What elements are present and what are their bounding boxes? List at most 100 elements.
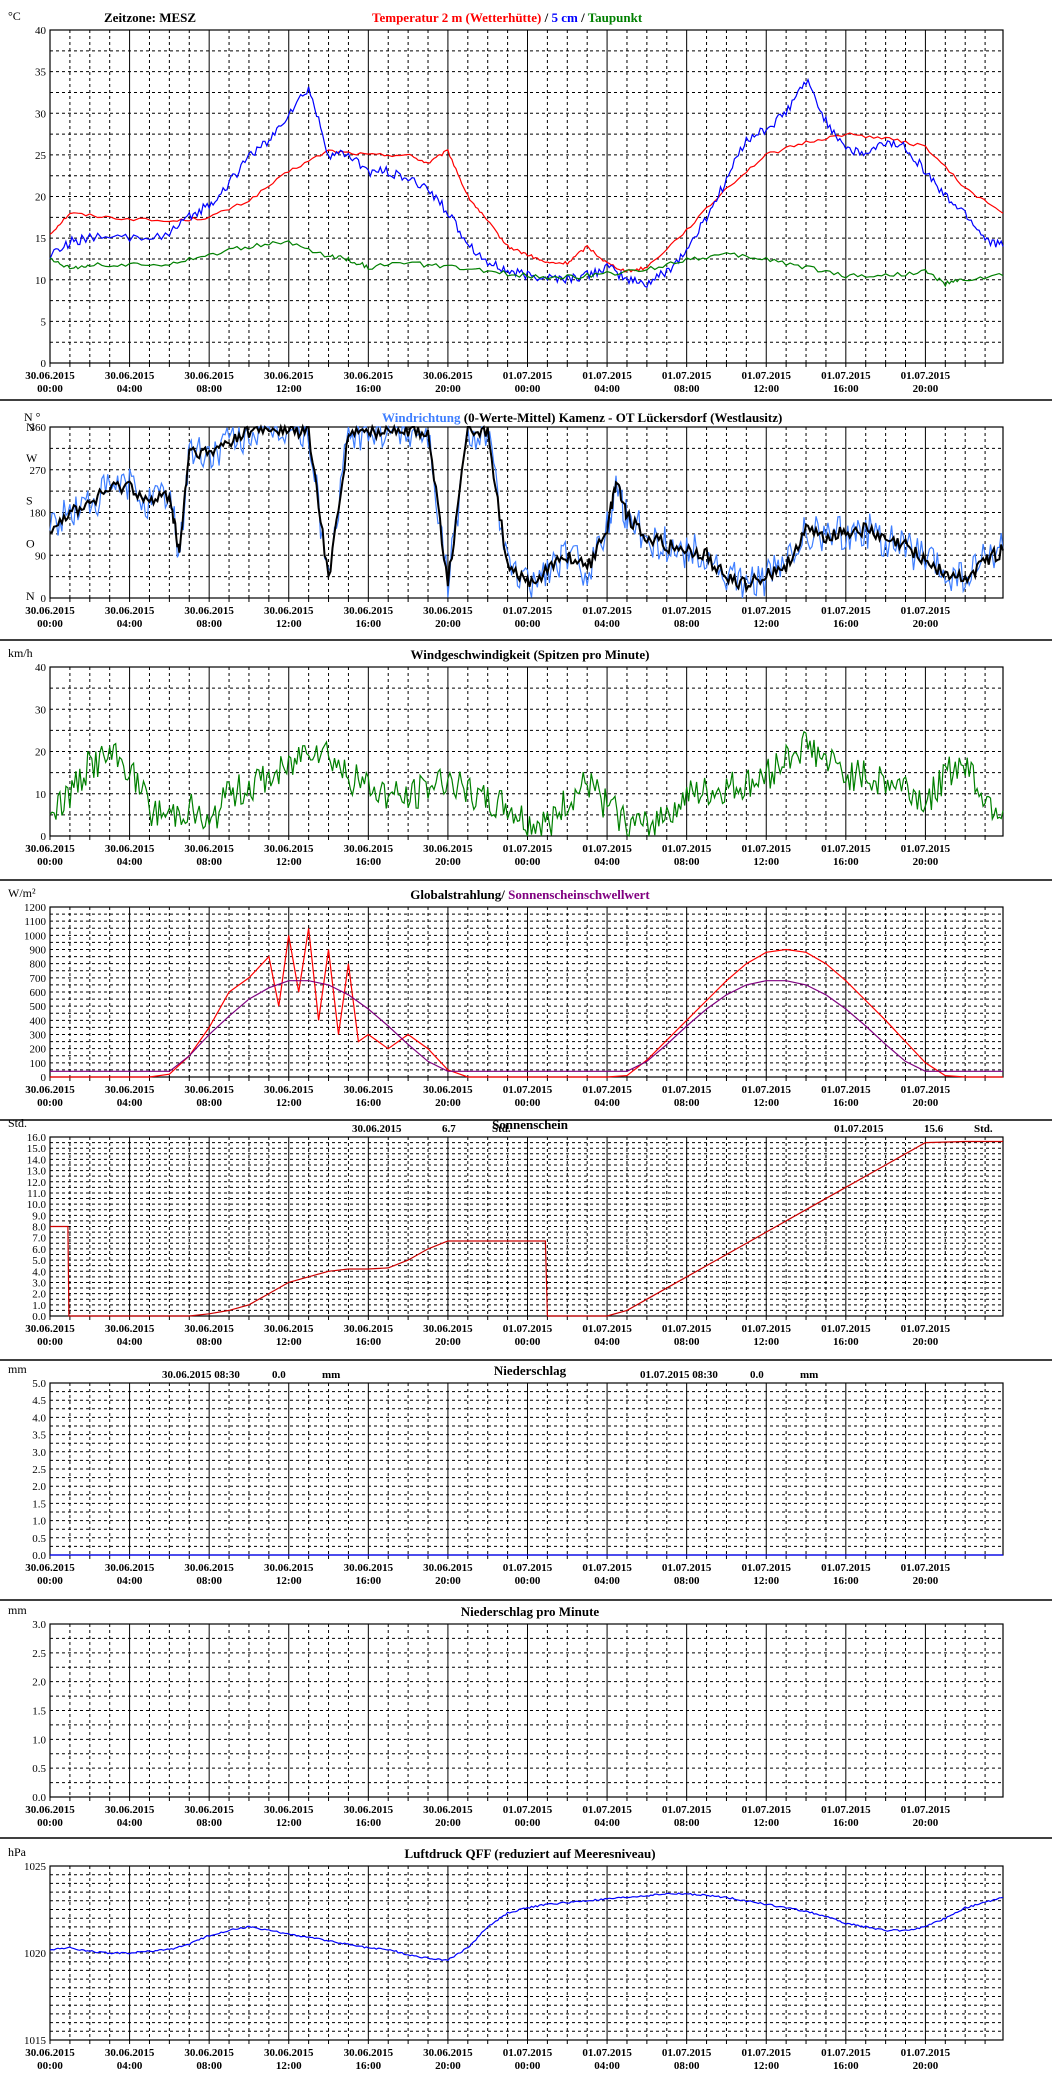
x-tick-date: 01.07.2015 [741,1323,791,1335]
x-tick-date: 01.07.2015 [503,1562,553,1574]
series-line-radiation-1 [50,980,1003,1072]
x-tick-time: 20:00 [435,856,461,868]
y-tick-label: 900 [30,945,47,957]
x-tick-date: 30.06.2015 [264,370,314,382]
x-tick-time: 00:00 [37,1817,63,1829]
x-tick-date: 30.06.2015 [184,605,234,617]
x-tick-date: 01.07.2015 [503,605,553,617]
y-tick-label: 400 [30,1015,47,1027]
series-line-temp-0 [49,132,1004,273]
x-tick-time: 16:00 [833,618,859,630]
x-tick-date: 01.07.2015 [662,1804,712,1816]
y-tick-label: 1.0 [32,1734,46,1746]
y-tick-label: 4.0 [32,1266,46,1278]
x-tick-date: 30.06.2015 [344,1804,394,1816]
x-tick-time: 16:00 [833,383,859,395]
y-tick-label: 1.0 [32,1516,46,1528]
x-tick-time: 12:00 [753,1575,779,1587]
y-tick-label: 1.0 [32,1300,46,1312]
y-tick-label: 0 [41,831,47,843]
x-tick-time: 20:00 [913,1336,939,1348]
x-tick-time: 12:00 [753,618,779,630]
chart-panel-sunshine: 0.01.02.03.04.05.06.07.08.09.010.011.012… [0,1116,1052,1361]
x-tick-date: 01.07.2015 [821,2047,871,2059]
y-tick-label: 1.5 [32,1706,46,1718]
chart-title-part: Windgeschwindigkeit (Spitzen pro Minute) [411,647,650,662]
x-tick-time: 16:00 [833,1817,859,1829]
x-tick-date: 30.06.2015 [423,1323,473,1335]
y-tick-label: 9.0 [32,1210,46,1222]
x-tick-time: 04:00 [117,618,143,630]
x-tick-date: 01.07.2015 [582,605,632,617]
series-line-temp-2 [49,240,1004,288]
x-tick-time: 16:00 [355,618,381,630]
y-tick-label: 15 [35,233,47,245]
x-tick-date: 01.07.2015 [821,1323,871,1335]
x-tick-date: 30.06.2015 [184,1323,234,1335]
y-tick-label: 16.0 [27,1132,47,1144]
x-tick-date: 30.06.2015 [105,1804,155,1816]
stat-text: mm [322,1369,340,1381]
x-tick-time: 12:00 [753,1097,779,1109]
x-tick-time: 04:00 [117,856,143,868]
x-tick-time: 12:00 [276,383,302,395]
y-tick-label: 40 [35,25,47,37]
x-tick-time: 04:00 [117,2060,143,2072]
y-tick-label: 0.5 [32,1533,46,1545]
chart-title-part: 5 cm [551,10,578,25]
stat-text: mm [800,1369,818,1381]
x-tick-time: 04:00 [117,1097,143,1109]
y-tick-label: 7.0 [32,1233,46,1245]
x-tick-time: 16:00 [355,383,381,395]
y-tick-label: 2.0 [32,1289,46,1301]
x-tick-time: 00:00 [515,1097,541,1109]
x-tick-date: 01.07.2015 [662,370,712,382]
x-tick-time: 08:00 [196,1817,222,1829]
chart-title: Sonnenschein [492,1117,569,1132]
x-tick-time: 00:00 [37,1336,63,1348]
y-unit-label: W/m² [8,886,36,900]
x-tick-time: 16:00 [355,1097,381,1109]
x-tick-time: 12:00 [753,2060,779,2072]
y-unit-label: Std. [8,1116,27,1130]
x-tick-date: 30.06.2015 [344,370,394,382]
x-tick-time: 20:00 [913,1097,939,1109]
x-tick-date: 30.06.2015 [264,1804,314,1816]
y-tick-label: 0 [41,358,47,370]
x-tick-date: 30.06.2015 [25,370,75,382]
y-tick-label: 2.5 [32,1464,46,1476]
x-tick-date: 01.07.2015 [503,843,553,855]
y-tick-label: 8.0 [32,1222,46,1234]
y-tick-label: 1100 [24,916,46,928]
x-tick-date: 30.06.2015 [105,1562,155,1574]
x-tick-date: 01.07.2015 [582,1804,632,1816]
x-tick-time: 20:00 [435,618,461,630]
chart-title-part: Niederschlag pro Minute [461,1604,600,1619]
x-tick-date: 30.06.2015 [423,370,473,382]
x-tick-date: 01.07.2015 [582,370,632,382]
y-tick-label: 800 [30,959,47,971]
x-tick-time: 00:00 [515,618,541,630]
stat-text: 0.0 [272,1369,286,1381]
x-tick-date: 30.06.2015 [105,1323,155,1335]
x-tick-date: 30.06.2015 [184,370,234,382]
y-tick-label: 3.0 [32,1619,46,1631]
x-tick-time: 16:00 [833,856,859,868]
x-tick-date: 01.07.2015 [821,370,871,382]
x-tick-date: 30.06.2015 [344,1323,394,1335]
x-tick-date: 30.06.2015 [264,2047,314,2059]
x-tick-time: 12:00 [753,1336,779,1348]
x-tick-date: 01.07.2015 [821,605,871,617]
x-tick-time: 16:00 [355,2060,381,2072]
x-tick-time: 08:00 [196,618,222,630]
x-tick-time: 04:00 [594,618,620,630]
x-tick-time: 08:00 [674,383,700,395]
x-tick-time: 00:00 [37,1575,63,1587]
y-tick-label: 180 [30,508,47,520]
x-tick-date: 01.07.2015 [503,370,553,382]
x-tick-time: 00:00 [37,383,63,395]
chart-title: Niederschlag pro Minute [461,1604,600,1619]
x-tick-time: 08:00 [674,2060,700,2072]
x-tick-date: 30.06.2015 [105,2047,155,2059]
